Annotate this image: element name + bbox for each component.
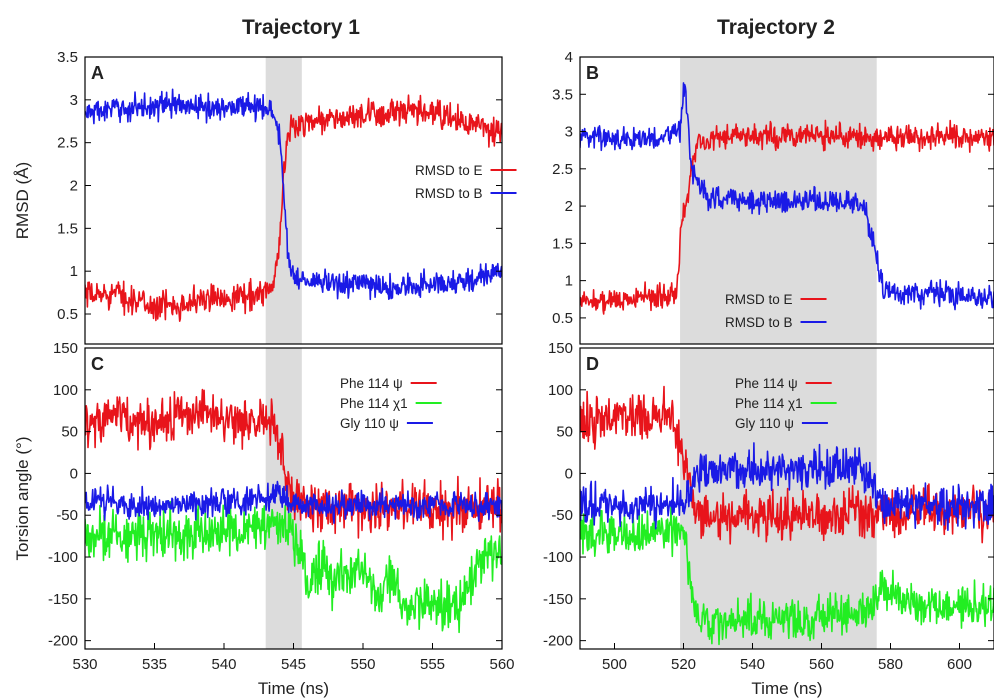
series-line-3 bbox=[580, 442, 994, 531]
series-line-1 bbox=[85, 94, 502, 322]
y-tick-label: -200 bbox=[48, 633, 78, 650]
y-tick-label: -100 bbox=[48, 549, 78, 566]
legend: Phe 114 ψ Phe 114 χ1 Gly 110 ψ bbox=[340, 376, 442, 431]
series-lines bbox=[85, 88, 502, 322]
y-tick-label: 2.5 bbox=[57, 135, 78, 152]
series-line-1 bbox=[85, 388, 502, 541]
legend-label: RMSD to B bbox=[725, 315, 793, 330]
y-axis-label: RMSD (Å) bbox=[13, 162, 32, 239]
legend-label: Phe 114 ψ bbox=[340, 376, 403, 391]
x-tick-label: 535 bbox=[142, 656, 167, 673]
y-tick-label: -50 bbox=[551, 507, 573, 524]
plot-frame bbox=[579, 56, 994, 345]
x-tick-label: 560 bbox=[809, 656, 834, 673]
x-tick-label: 540 bbox=[740, 656, 765, 673]
x-tick-label: 545 bbox=[281, 656, 306, 673]
x-tick-label: 540 bbox=[211, 656, 236, 673]
legend-label: RMSD to E bbox=[725, 292, 793, 307]
x-tick-label: 500 bbox=[602, 656, 627, 673]
y-tick-label: -150 bbox=[543, 591, 573, 608]
panel-letter: A bbox=[91, 63, 104, 83]
series-line-1 bbox=[580, 385, 994, 545]
x-tick-label: 555 bbox=[420, 656, 445, 673]
y-tick-label: 150 bbox=[53, 340, 78, 357]
y-tick-label: -150 bbox=[48, 591, 78, 608]
series-line-2 bbox=[580, 82, 994, 311]
y-tick-label: 100 bbox=[548, 382, 573, 399]
x-tick-label: 580 bbox=[878, 656, 903, 673]
legend-label: RMSD to B bbox=[415, 186, 483, 201]
column-title-trajectory-1: Trajectory 1 bbox=[242, 16, 360, 39]
x-tick-label: 600 bbox=[947, 656, 972, 673]
legend: Phe 114 ψ Phe 114 χ1 Gly 110 ψ bbox=[735, 376, 837, 431]
y-tick-label: -50 bbox=[56, 507, 78, 524]
column-title-trajectory-2: Trajectory 2 bbox=[717, 16, 835, 39]
y-tick-label: 100 bbox=[53, 382, 78, 399]
y-tick-label: 0 bbox=[70, 465, 78, 482]
y-tick-label: 4 bbox=[565, 49, 573, 66]
panel-d: -200 -150 -100 -50 0 50 100 150 500 520 540 560 580 6… bbox=[543, 340, 994, 698]
y-axis-label: Torsion angle (°) bbox=[13, 437, 32, 561]
x-axis-label: Time (ns) bbox=[751, 679, 822, 698]
series-lines bbox=[85, 388, 502, 634]
legend-label: RMSD to E bbox=[415, 163, 483, 178]
x-tick-label: 530 bbox=[72, 656, 97, 673]
series-line-2 bbox=[580, 501, 994, 646]
y-tick-label: 1 bbox=[565, 273, 573, 290]
x-tick-label: 550 bbox=[350, 656, 375, 673]
series-lines bbox=[580, 385, 994, 646]
y-tick-label: -200 bbox=[543, 633, 573, 650]
panel-c: -200 -150 -100 -50 0 50 100 150 530 535 540 545 550 5… bbox=[13, 340, 515, 698]
x-tick-label: 560 bbox=[489, 656, 514, 673]
legend: RMSD to E RMSD to B bbox=[415, 163, 517, 201]
series-line-3 bbox=[85, 480, 502, 524]
y-tick-label: 1 bbox=[70, 263, 78, 280]
legend-label: Gly 110 ψ bbox=[735, 416, 794, 431]
plot-frame bbox=[84, 56, 503, 345]
legend-label: Phe 114 χ1 bbox=[340, 396, 408, 411]
y-tick-label: 2 bbox=[565, 198, 573, 215]
y-tick-label: 150 bbox=[548, 340, 573, 357]
y-tick-label: 1.5 bbox=[57, 220, 78, 237]
y-tick-label: 3.5 bbox=[57, 49, 78, 66]
y-tick-label: 1.5 bbox=[552, 235, 573, 252]
panel-letter: C bbox=[91, 354, 104, 374]
panel-letter: D bbox=[586, 354, 599, 374]
y-tick-label: 0 bbox=[565, 465, 573, 482]
legend-label: Phe 114 ψ bbox=[735, 376, 798, 391]
series-line-2 bbox=[85, 88, 502, 301]
y-tick-label: 2 bbox=[70, 178, 78, 195]
panel-letter: B bbox=[586, 63, 599, 83]
y-tick-label: 2.5 bbox=[552, 161, 573, 178]
y-tick-label: 0.5 bbox=[552, 310, 573, 327]
legend: RMSD to E RMSD to B bbox=[725, 292, 827, 330]
series-line-1 bbox=[580, 119, 994, 315]
legend-label: Gly 110 ψ bbox=[340, 416, 399, 431]
y-tick-label: 3 bbox=[565, 124, 573, 141]
x-tick-label: 520 bbox=[671, 656, 696, 673]
panel-b: 0.5 1 1.5 2 2.5 3 3.5 4B RMSD to E RMSD to B bbox=[552, 49, 994, 345]
y-tick-label: -100 bbox=[543, 549, 573, 566]
y-tick-label: 50 bbox=[556, 424, 573, 441]
y-tick-label: 3 bbox=[70, 92, 78, 109]
series-lines bbox=[580, 82, 994, 315]
x-axis-label: Time (ns) bbox=[258, 679, 329, 698]
plot-frame bbox=[579, 347, 994, 650]
series-line-2 bbox=[85, 500, 502, 634]
legend-label: Phe 114 χ1 bbox=[735, 396, 803, 411]
y-tick-label: 3.5 bbox=[552, 86, 573, 103]
y-tick-label: 0.5 bbox=[57, 306, 78, 323]
y-tick-label: 50 bbox=[61, 424, 78, 441]
